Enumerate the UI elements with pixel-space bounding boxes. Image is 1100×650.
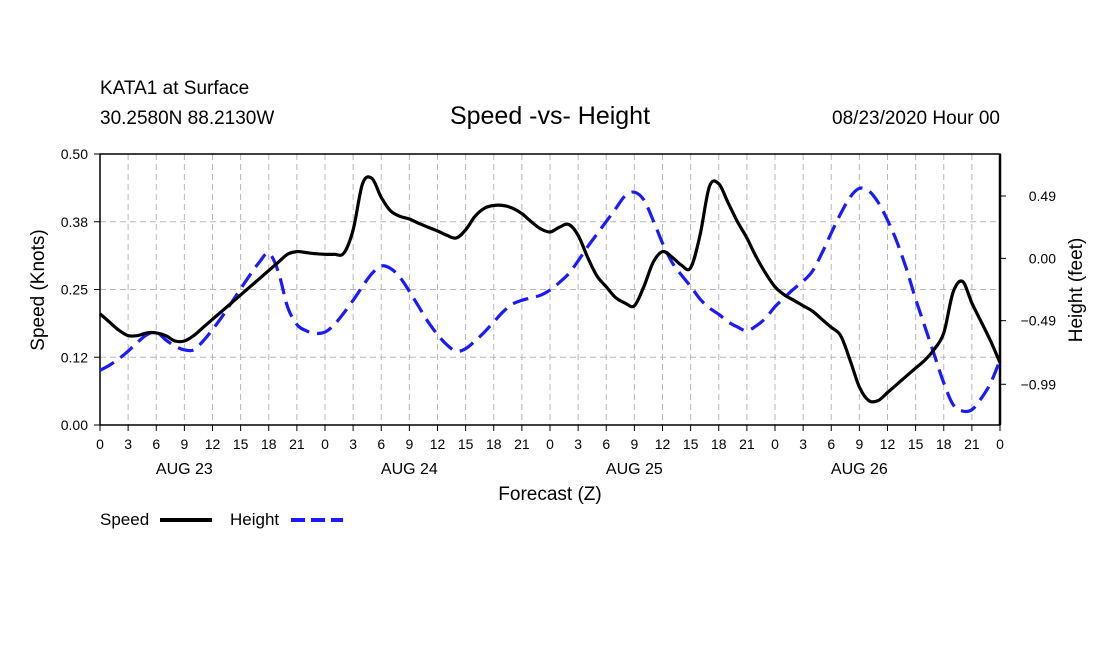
x-axis-hour-label: 3 <box>124 436 132 452</box>
x-axis-hour-label: 12 <box>205 436 221 452</box>
x-axis-day-label: AUG 25 <box>606 461 663 478</box>
x-axis-hour-label: 6 <box>377 436 385 452</box>
x-axis-hour-label: 12 <box>880 436 896 452</box>
left-axis-tick-label: 0.25 <box>61 282 88 298</box>
right-axis-tick-label: 0.49 <box>1029 188 1056 204</box>
x-axis-hour-label: 15 <box>908 436 924 452</box>
x-axis-hour-label: 9 <box>405 436 413 452</box>
left-axis-tick-label: 0.50 <box>61 146 88 162</box>
x-axis-hour-label: 3 <box>574 436 582 452</box>
left-axis-tick-label: 0.38 <box>61 214 88 230</box>
x-axis-day-label: AUG 26 <box>831 461 888 478</box>
x-axis-hour-label: 0 <box>771 436 779 452</box>
x-axis-hour-label: 21 <box>739 436 755 452</box>
x-axis-hour-label: 0 <box>321 436 329 452</box>
x-axis-hour-label: 3 <box>349 436 357 452</box>
x-axis-hour-label: 6 <box>602 436 610 452</box>
x-axis-hour-label: 12 <box>430 436 446 452</box>
forecast-datetime: 08/23/2020 Hour 00 <box>832 108 1000 129</box>
x-axis-hour-label: 18 <box>486 436 502 452</box>
legend-label-height: Height <box>230 510 279 529</box>
x-axis-hour-label: 0 <box>546 436 554 452</box>
x-axis-day-label: AUG 24 <box>381 461 438 478</box>
plot-area: 0.00 0.12 0.25 0.38 0.50 −0.99 −0.49 0.00 0.49 0 3… <box>28 146 1087 529</box>
legend-label-speed: Speed <box>100 510 149 529</box>
x-axis-hour-label: 3 <box>799 436 807 452</box>
x-axis-hour-label: 12 <box>655 436 671 452</box>
chart-title: Speed -vs- Height <box>450 102 650 130</box>
right-axis-title: Height (feet) <box>1066 238 1087 343</box>
x-axis-hour-label: 0 <box>996 436 1004 452</box>
x-axis-hour-label: 15 <box>458 436 474 452</box>
x-axis-hour-label: 15 <box>683 436 699 452</box>
series-line-height <box>99 186 1002 414</box>
x-axis-hour-label: 21 <box>964 436 980 452</box>
left-axis-tick-label: 0.00 <box>61 417 88 433</box>
x-axis-hour-label: 6 <box>152 436 160 452</box>
x-axis-hour-label: 6 <box>827 436 835 452</box>
station-location: 30.2580N 88.2130W <box>100 108 274 129</box>
x-axis-hour-label: 21 <box>289 436 305 452</box>
right-axis-tick-label: 0.00 <box>1029 250 1056 266</box>
x-axis-hour-label: 9 <box>855 436 863 452</box>
x-axis-hour-label: 18 <box>711 436 727 452</box>
left-axis-tick-label: 0.12 <box>61 349 88 365</box>
x-axis-hour-label: 9 <box>630 436 638 452</box>
left-axis-title: Speed (Knots) <box>28 229 49 350</box>
x-axis-title: Forecast (Z) <box>498 484 601 505</box>
x-axis-hour-label: 18 <box>261 436 277 452</box>
x-axis-day-label: AUG 23 <box>156 461 213 478</box>
right-axis-tick-label: −0.49 <box>1021 313 1057 329</box>
x-axis-hour-label: 15 <box>233 436 249 452</box>
x-axis-hour-label: 18 <box>936 436 952 452</box>
x-axis-hour-label: 9 <box>180 436 188 452</box>
x-axis-hour-label: 0 <box>96 436 104 452</box>
x-axis-hour-label: 21 <box>514 436 530 452</box>
station-title: KATA1 at Surface <box>100 78 249 99</box>
series-line-speed <box>98 175 1002 404</box>
right-axis-tick-label: −0.99 <box>1021 376 1057 392</box>
